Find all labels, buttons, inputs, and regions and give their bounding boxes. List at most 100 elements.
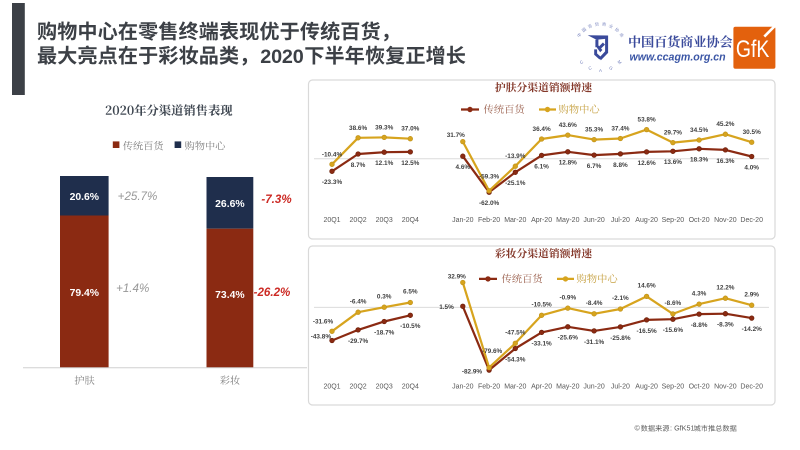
svg-text:+25.7%: +25.7%: [118, 190, 158, 203]
svg-text:-0.9%: -0.9%: [559, 294, 576, 301]
svg-text:8.7%: 8.7%: [351, 162, 366, 169]
svg-text:16.3%: 16.3%: [716, 158, 734, 165]
svg-text:-26.2%: -26.2%: [254, 286, 291, 299]
svg-text:GfK51: GfK51: [674, 424, 694, 433]
svg-text:Nov-20: Nov-20: [714, 217, 737, 224]
svg-text:6.5%: 6.5%: [403, 289, 418, 296]
svg-text:Feb-20: Feb-20: [478, 384, 500, 391]
svg-text:-6.4%: -6.4%: [350, 298, 367, 305]
svg-text:12.2%: 12.2%: [716, 284, 734, 291]
svg-text:4.0%: 4.0%: [744, 164, 759, 171]
svg-text:-33.1%: -33.1%: [531, 340, 552, 347]
svg-text:-62.0%: -62.0%: [479, 200, 500, 207]
svg-text:2.9%: 2.9%: [744, 291, 759, 298]
svg-text:www.ccagm.org.cn: www.ccagm.org.cn: [630, 51, 727, 63]
svg-text:Jul-20: Jul-20: [611, 384, 630, 391]
svg-text:Dec-20: Dec-20: [740, 384, 763, 391]
svg-text:-2.1%: -2.1%: [612, 295, 629, 302]
svg-text:Aug-20: Aug-20: [635, 384, 658, 391]
svg-text:37.0%: 37.0%: [401, 126, 419, 133]
svg-text:20Q4: 20Q4: [402, 217, 419, 224]
svg-text:1.5%: 1.5%: [439, 304, 454, 311]
svg-text:M: M: [616, 59, 622, 65]
svg-text:31.7%: 31.7%: [447, 132, 465, 139]
svg-text:-10.4%: -10.4%: [322, 151, 343, 158]
svg-text:C: C: [588, 65, 593, 71]
svg-text:Sep-20: Sep-20: [662, 384, 685, 391]
svg-text:36.4%: 36.4%: [533, 126, 551, 133]
svg-text:12.8%: 12.8%: [559, 160, 577, 167]
svg-text:20Q4: 20Q4: [402, 384, 419, 391]
svg-text:34.5%: 34.5%: [690, 127, 708, 134]
svg-text:A: A: [599, 68, 602, 73]
svg-text:G: G: [608, 65, 614, 71]
svg-text:-47.5%: -47.5%: [505, 330, 526, 337]
svg-text:-8.6%: -8.6%: [665, 300, 682, 307]
svg-text:Dec-20: Dec-20: [740, 217, 763, 224]
svg-text:20Q2: 20Q2: [350, 384, 367, 391]
svg-text:-10.5%: -10.5%: [531, 302, 552, 309]
svg-text:6.7%: 6.7%: [587, 163, 602, 170]
svg-text:32.9%: 32.9%: [448, 274, 466, 281]
svg-text:13.6%: 13.6%: [664, 159, 682, 166]
svg-text:-31.6%: -31.6%: [313, 319, 334, 326]
svg-text:Sep-20: Sep-20: [662, 217, 685, 224]
svg-text:20Q1: 20Q1: [323, 384, 340, 391]
svg-text:Oct-20: Oct-20: [689, 217, 710, 224]
svg-text:37.4%: 37.4%: [611, 126, 629, 133]
svg-text:20Q1: 20Q1: [323, 217, 340, 224]
svg-text:20.6%: 20.6%: [70, 192, 99, 203]
svg-text:-59.3%: -59.3%: [479, 173, 500, 180]
svg-text:-25.1%: -25.1%: [505, 180, 526, 187]
svg-text:-54.3%: -54.3%: [505, 356, 526, 363]
svg-text:-43.8%: -43.8%: [311, 334, 332, 341]
svg-text:35.3%: 35.3%: [585, 127, 603, 134]
svg-text:-18.7%: -18.7%: [374, 329, 395, 336]
svg-text:-7.3%: -7.3%: [261, 193, 291, 206]
svg-text:-29.7%: -29.7%: [348, 338, 369, 345]
svg-text:-25.8%: -25.8%: [610, 335, 631, 342]
svg-text:-25.6%: -25.6%: [558, 335, 579, 342]
svg-text:Jul-20: Jul-20: [611, 217, 630, 224]
svg-text:-79.6%: -79.6%: [482, 348, 503, 355]
svg-text:8.8%: 8.8%: [613, 162, 628, 169]
svg-text:-8.3%: -8.3%: [717, 322, 734, 329]
svg-text:Jun-20: Jun-20: [583, 384, 605, 391]
svg-text:-15.6%: -15.6%: [663, 327, 684, 334]
svg-text:C: C: [579, 59, 585, 65]
svg-text:43.6%: 43.6%: [559, 122, 577, 129]
svg-text:38.6%: 38.6%: [349, 125, 367, 132]
svg-text:Mar-20: Mar-20: [504, 217, 526, 224]
svg-text:20Q3: 20Q3: [376, 217, 393, 224]
svg-text:Jun-20: Jun-20: [583, 217, 605, 224]
svg-text:39.3%: 39.3%: [375, 124, 393, 131]
svg-text:-23.3%: -23.3%: [322, 179, 343, 186]
svg-text:-10.5%: -10.5%: [400, 323, 421, 330]
svg-text:12.1%: 12.1%: [375, 160, 393, 167]
svg-text:©: ©: [635, 424, 641, 433]
svg-text:Oct-20: Oct-20: [689, 384, 710, 391]
svg-text:79.4%: 79.4%: [70, 288, 99, 299]
svg-text:12.5%: 12.5%: [401, 160, 419, 167]
svg-text:-31.1%: -31.1%: [584, 339, 605, 346]
svg-text:Feb-20: Feb-20: [478, 217, 500, 224]
svg-text:Jan-20: Jan-20: [452, 384, 474, 391]
svg-text:29.7%: 29.7%: [664, 130, 682, 137]
svg-text:-13.9%: -13.9%: [505, 153, 526, 160]
svg-text:12.6%: 12.6%: [638, 160, 656, 167]
svg-text:-82.9%: -82.9%: [462, 369, 483, 376]
svg-text:26.6%: 26.6%: [215, 199, 244, 210]
svg-text:-8.8%: -8.8%: [691, 322, 708, 329]
svg-text:4.3%: 4.3%: [692, 290, 707, 297]
svg-text:0.3%: 0.3%: [377, 293, 392, 300]
svg-text:May-20: May-20: [556, 217, 579, 224]
svg-text:45.2%: 45.2%: [716, 121, 734, 128]
svg-text:18.3%: 18.3%: [690, 157, 708, 164]
svg-text:-8.4%: -8.4%: [586, 300, 603, 307]
svg-text:Aug-20: Aug-20: [635, 217, 658, 224]
svg-text:Jan-20: Jan-20: [452, 217, 474, 224]
svg-text:-16.5%: -16.5%: [636, 328, 657, 335]
svg-text:20Q2: 20Q2: [350, 217, 367, 224]
svg-text:-14.2%: -14.2%: [742, 326, 763, 333]
svg-text:GfK: GfK: [736, 35, 770, 62]
